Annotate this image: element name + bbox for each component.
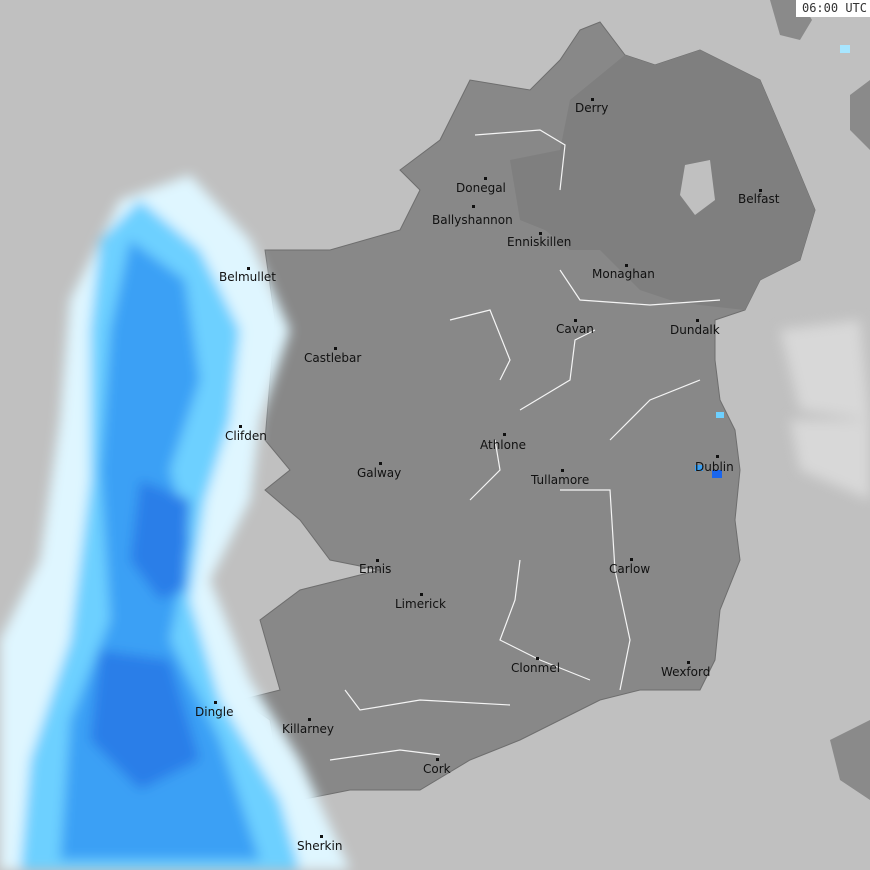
city-dingle: Dingle — [195, 705, 234, 719]
rain-echoes — [0, 175, 870, 870]
city-ennis: Ennis — [359, 562, 392, 576]
city-dublin: Dublin — [695, 460, 734, 474]
city-ballyshannon: Ballyshannon — [432, 213, 513, 227]
dublin-rain — [695, 45, 850, 478]
city-cavan: Cavan — [556, 322, 594, 336]
city-enniskillen: Enniskillen — [507, 235, 572, 249]
city-belmullet: Belmullet — [219, 270, 276, 284]
timestamp-label: 06:00 UTC — [795, 0, 870, 17]
city-dundalk: Dundalk — [670, 323, 720, 337]
lough-neagh — [680, 160, 715, 215]
city-cork: Cork — [423, 762, 451, 776]
city-sherkin: Sherkin — [297, 839, 343, 853]
city-galway: Galway — [357, 466, 402, 480]
city-belfast: Belfast — [738, 192, 780, 206]
northern-ireland-region — [510, 50, 815, 310]
city-donegal: Donegal — [456, 181, 506, 195]
city-clifden: Clifden — [225, 429, 267, 443]
city-tullamore: Tullamore — [531, 473, 590, 487]
city-athlone: Athlone — [480, 438, 526, 452]
rivers — [329, 129, 721, 761]
city-monaghan: Monaghan — [592, 267, 655, 281]
city-carlow: Carlow — [609, 562, 651, 576]
city-limerick: Limerick — [395, 597, 446, 611]
city-castlebar: Castlebar — [304, 351, 362, 365]
city-clonmel: Clonmel — [511, 661, 561, 675]
city-killarney: Killarney — [282, 722, 335, 736]
city-derry: Derry — [575, 101, 609, 115]
city-wexford: Wexford — [661, 665, 711, 679]
